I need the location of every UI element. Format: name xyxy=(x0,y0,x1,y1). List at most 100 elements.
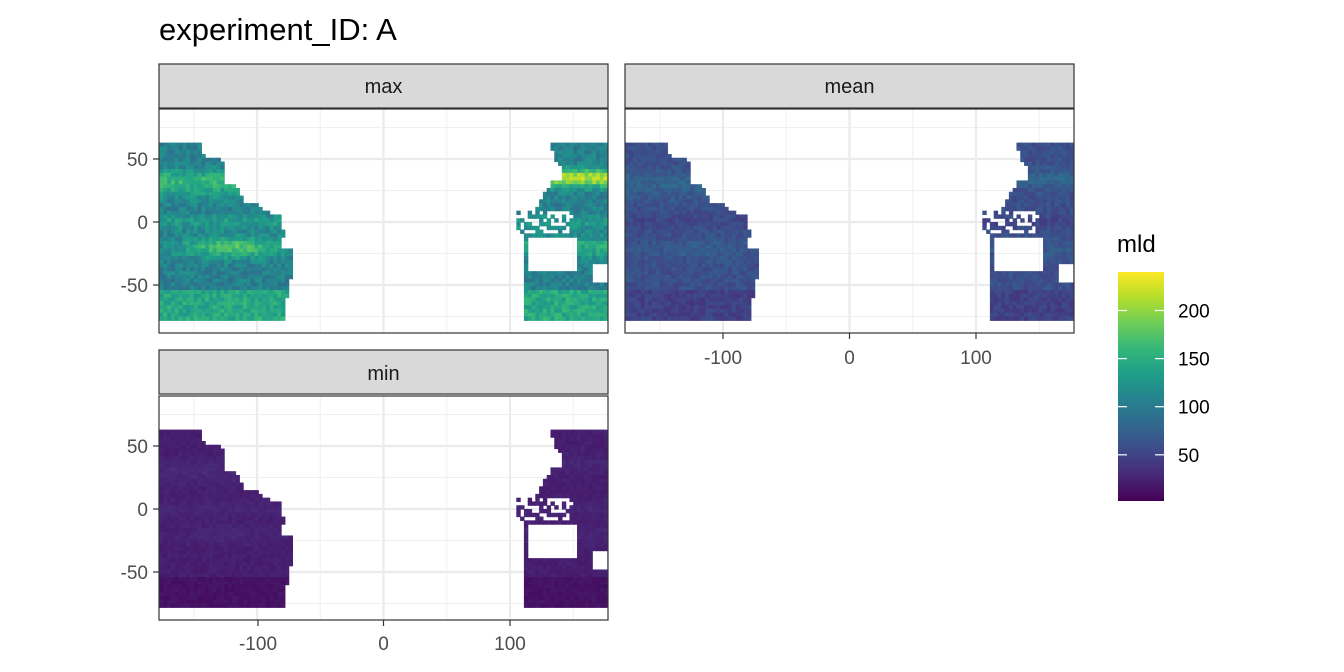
heatmap-cell xyxy=(193,478,199,484)
heatmap-cell xyxy=(1005,278,1010,284)
heatmap-cell xyxy=(1069,169,1074,174)
heatmap-cell xyxy=(720,259,725,265)
heatmap-cell xyxy=(243,271,248,276)
heatmap-cell xyxy=(697,267,703,272)
heatmap-cell xyxy=(1027,301,1033,306)
heatmap-cell xyxy=(693,271,699,276)
heatmap-cell xyxy=(182,244,187,250)
heatmap-cell xyxy=(197,157,202,163)
heatmap-cell xyxy=(167,282,172,287)
heatmap-cell xyxy=(159,237,164,242)
heatmap-cell xyxy=(235,297,240,302)
heatmap-cell xyxy=(682,274,687,280)
heatmap-cell xyxy=(743,297,748,302)
heatmap-cell xyxy=(189,429,195,434)
heatmap-cell xyxy=(1065,305,1071,310)
heatmap-cell xyxy=(596,150,601,155)
heatmap-cell xyxy=(1016,225,1021,231)
heatmap-cell xyxy=(220,187,225,193)
heatmap-cell xyxy=(573,206,578,212)
heatmap-cell xyxy=(1065,172,1071,178)
heatmap-cell xyxy=(652,195,657,200)
heatmap-cell xyxy=(250,286,256,291)
heatmap-cell xyxy=(527,286,533,291)
heatmap-cell xyxy=(693,305,699,310)
heatmap-cell xyxy=(989,271,995,276)
heatmap-cell xyxy=(731,240,737,246)
heatmap-cell xyxy=(1043,263,1048,268)
heatmap-cell xyxy=(250,237,256,242)
heatmap-cell xyxy=(565,161,571,166)
heatmap-cell xyxy=(678,229,684,234)
heatmap-cell xyxy=(205,161,210,166)
heatmap-cell xyxy=(1069,293,1074,299)
heatmap-cell xyxy=(523,233,529,238)
heatmap-cell xyxy=(527,308,533,314)
heatmap-cell xyxy=(659,248,665,253)
heatmap-cell xyxy=(682,286,687,291)
y-tick-label: -50 xyxy=(121,276,148,297)
heatmap-cell xyxy=(550,293,555,299)
heatmap-cell xyxy=(523,259,529,265)
heatmap-cell xyxy=(565,233,571,238)
heatmap-cell xyxy=(516,210,521,216)
heatmap-cell xyxy=(580,210,586,216)
heatmap-cell xyxy=(159,305,164,310)
heatmap-cell xyxy=(277,271,282,276)
heatmap-cell xyxy=(193,248,199,253)
heatmap-cell xyxy=(678,274,684,280)
heatmap-cell xyxy=(189,301,195,306)
heatmap-cell xyxy=(170,543,176,548)
heatmap-cell xyxy=(178,256,183,261)
heatmap-cell xyxy=(1069,157,1074,163)
heatmap-cell xyxy=(174,263,180,268)
heatmap-cell xyxy=(1054,229,1059,234)
heatmap-cell xyxy=(1046,290,1052,295)
heatmap-cell xyxy=(1050,286,1056,291)
heatmap-cell xyxy=(712,282,718,287)
heatmap-cell xyxy=(216,290,221,295)
heatmap-cell xyxy=(1062,256,1067,261)
heatmap-cell xyxy=(189,599,195,605)
heatmap-cell xyxy=(648,157,653,163)
heatmap-cell xyxy=(239,199,244,204)
heatmap-cell xyxy=(648,206,653,212)
heatmap-cell xyxy=(1065,259,1071,265)
heatmap-cell xyxy=(269,282,275,287)
heatmap-cell xyxy=(644,282,649,287)
heatmap-cell xyxy=(709,229,714,234)
heatmap-cell xyxy=(170,459,176,465)
heatmap-cell xyxy=(674,312,680,318)
heatmap-cell xyxy=(690,206,695,212)
heatmap-cell xyxy=(167,169,172,174)
heatmap-cell xyxy=(633,297,638,302)
heatmap-cell xyxy=(682,157,687,163)
heatmap-cell xyxy=(182,577,187,582)
heatmap-cell xyxy=(284,271,290,276)
heatmap-cell xyxy=(178,218,183,223)
heatmap-cell xyxy=(686,237,691,242)
heatmap-cell xyxy=(554,225,559,231)
heatmap-cell xyxy=(596,187,601,193)
heatmap-cell xyxy=(603,256,608,261)
heatmap-cell xyxy=(189,444,195,450)
heatmap-cell xyxy=(197,482,202,487)
heatmap-cell xyxy=(659,293,665,299)
heatmap-cell xyxy=(655,206,661,212)
heatmap-cell xyxy=(1035,301,1040,306)
heatmap-cell xyxy=(208,259,214,265)
heatmap-cell xyxy=(193,452,199,457)
heatmap-cell xyxy=(633,206,638,212)
heatmap-cell xyxy=(193,584,199,589)
heatmap-cell xyxy=(712,312,718,318)
heatmap-cell xyxy=(163,263,168,268)
heatmap-cell xyxy=(652,142,657,147)
heatmap-cell xyxy=(697,244,703,250)
heatmap-cell xyxy=(584,263,590,268)
heatmap-cell xyxy=(208,531,214,537)
heatmap-cell xyxy=(648,180,653,185)
heatmap-cell xyxy=(197,256,202,261)
heatmap-cell xyxy=(216,225,221,231)
heatmap-cell xyxy=(561,150,567,155)
heatmap-cell xyxy=(731,237,737,242)
